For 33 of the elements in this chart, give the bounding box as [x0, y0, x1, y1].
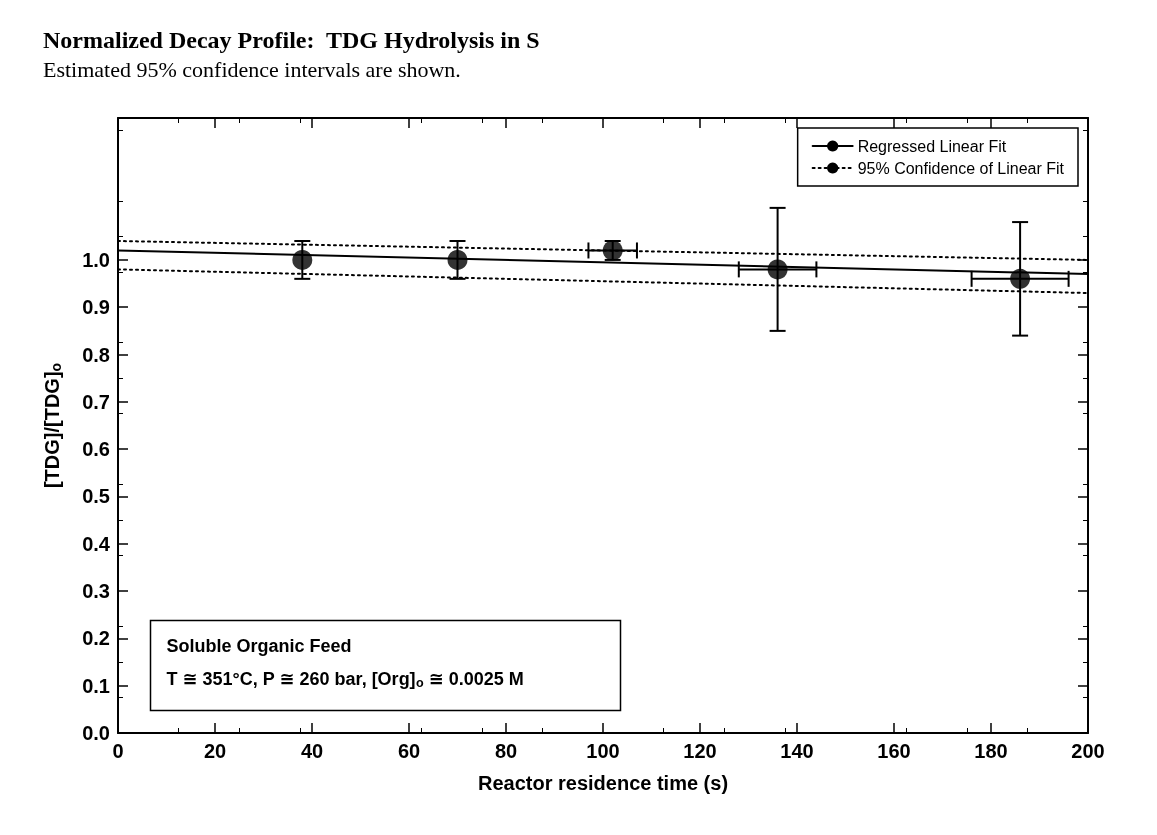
- y-tick-label: 0.6: [82, 438, 110, 461]
- y-tick-label: 0.3: [82, 580, 110, 603]
- x-tick-label: 100: [586, 740, 620, 762]
- legend-label: Regressed Linear Fit: [857, 137, 1007, 155]
- point: [767, 259, 788, 280]
- y-tick-label: 0.1: [82, 674, 110, 697]
- y-tick-label: 0.4: [82, 532, 111, 555]
- x-axis-title: Reactor residence time (s): [477, 772, 729, 794]
- legend-label: 95% Confidence of Linear Fit: [857, 159, 1065, 177]
- x-tick-label: 160: [877, 740, 911, 762]
- y-tick-label: 0.0: [82, 722, 110, 744]
- chart-title: Normalized Decay Profile: TDG Hydrolysis in S: [43, 27, 540, 53]
- point: [292, 249, 313, 270]
- y-tick-label: 0.7: [82, 390, 110, 413]
- y-tick-label: 0.9: [82, 296, 110, 319]
- y-tick-label: 0.5: [82, 485, 110, 508]
- y-tick-label: 0.2: [82, 627, 110, 650]
- y-tick-label: 0.8: [82, 343, 110, 366]
- y-tick-label: 1.0: [82, 248, 110, 271]
- chart-subtitle: Estimated 95% confidence intervals are shown.: [43, 56, 461, 82]
- point: [447, 249, 468, 270]
- x-tick-label: 20: [203, 740, 227, 762]
- x-tick-label: 60: [397, 740, 421, 762]
- point: [1010, 268, 1031, 289]
- x-tick-label: 0: [112, 740, 124, 762]
- x-tick-label: 80: [494, 740, 518, 762]
- x-tick-label: 180: [974, 740, 1008, 762]
- x-tick-label: 120: [683, 740, 717, 762]
- y-axis-title: [TDG]/[TDG]o: [40, 362, 64, 489]
- x-tick-label: 40: [300, 740, 324, 762]
- x-tick-label: 140: [780, 740, 814, 762]
- annotation: Soluble Organic Feed: [166, 635, 352, 656]
- x-tick-label: 200: [1071, 740, 1105, 762]
